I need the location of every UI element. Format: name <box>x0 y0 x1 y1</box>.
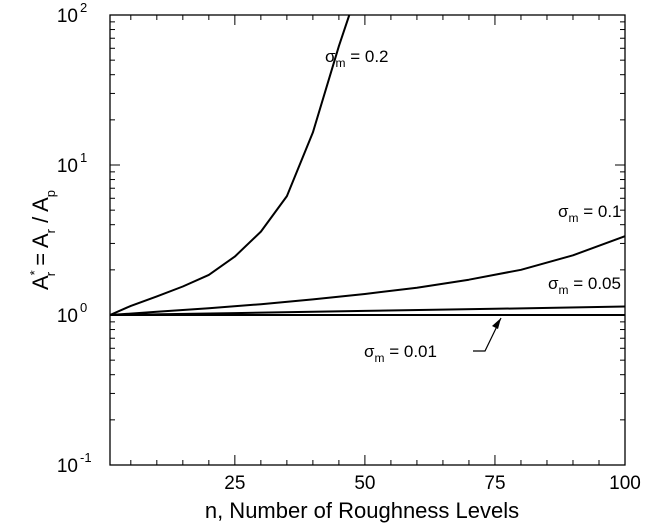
plot-frame <box>109 14 626 466</box>
annotation-sigma-0-2: σm = 0.2 <box>325 47 389 70</box>
annotation-pointer-line <box>473 317 502 352</box>
annotation-sigma-0-01: σm = 0.01 <box>364 342 437 365</box>
annotation-sigma-0-1: σm = 0.1 <box>558 202 622 225</box>
y-tick-label: 10 <box>57 6 78 27</box>
series-line-2 <box>109 305 626 316</box>
y-tick-exponent: -1 <box>80 450 92 465</box>
x-tick-label: 25 <box>224 473 245 494</box>
x-tick-labels: 25 50 75 100 <box>224 473 641 494</box>
annotation-sigma-0-05: σm = 0.05 <box>548 274 621 297</box>
y-tick-label: 10 <box>57 306 78 327</box>
series-line-1 <box>109 235 626 316</box>
y-tick-exponent: 2 <box>80 0 87 15</box>
y-tick-label: 10 <box>57 156 78 177</box>
x-tick-label: 75 <box>484 473 505 494</box>
x-tick-label: 100 <box>609 473 641 494</box>
y-tick-label: 10 <box>57 456 78 477</box>
y-tick-exponent: 1 <box>80 150 87 165</box>
series-line-0 <box>109 14 351 316</box>
y-tick-exponent: 0 <box>80 300 87 315</box>
y-axis-title: A*r = Ar / Ap <box>27 190 58 290</box>
x-axis-title: n, Number of Roughness Levels <box>205 498 519 523</box>
annotation-pointer-arrowhead <box>492 318 501 329</box>
axis-ticks <box>110 14 625 466</box>
series-lines <box>109 14 626 316</box>
x-tick-label: 50 <box>354 473 375 494</box>
